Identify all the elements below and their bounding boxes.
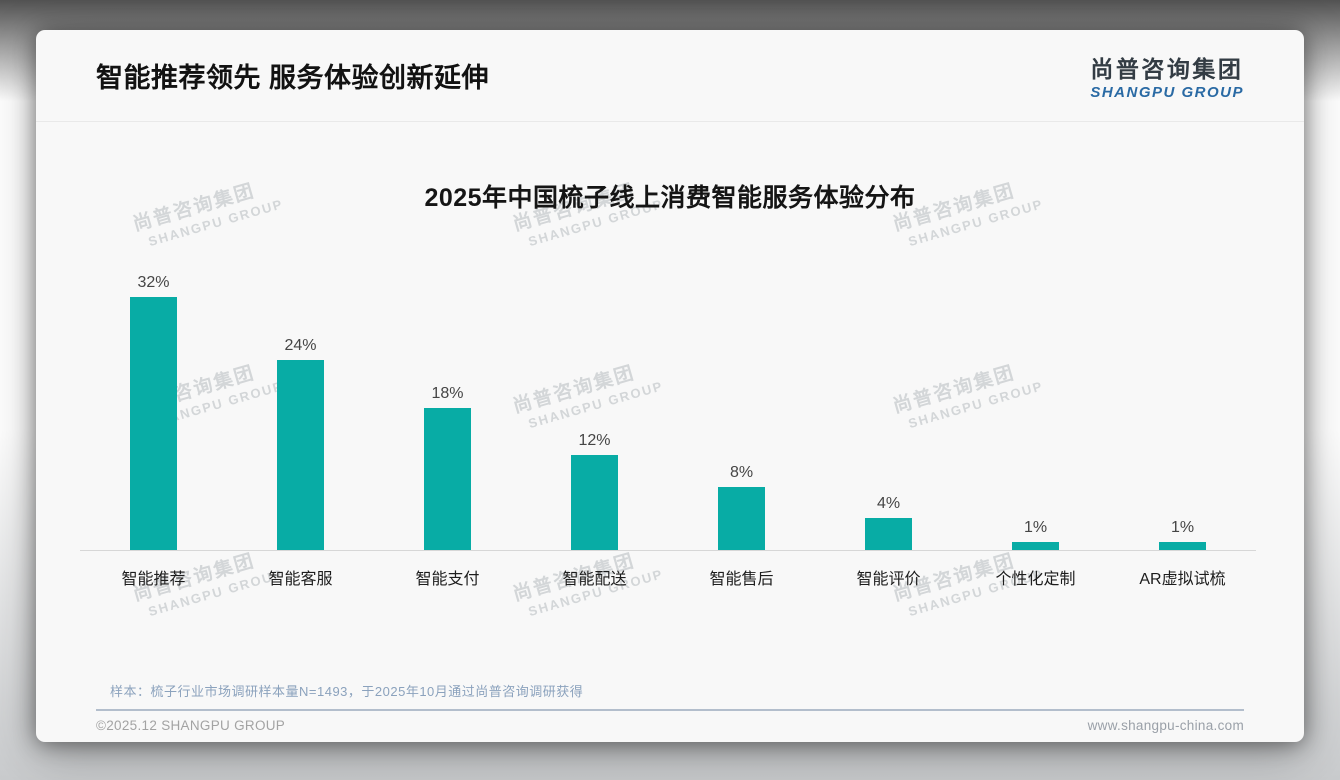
plot-area: 32% 24% 18% 12% 8% 4% 1% 1% [80, 269, 1256, 551]
bar-column: 1% [962, 519, 1109, 550]
website-url: www.shangpu-china.com [1087, 718, 1244, 733]
bar-个性化定制[interactable] [1012, 542, 1059, 550]
card-header: 智能推荐领先 服务体验创新延伸 尚普咨询集团 SHANGPU GROUP [36, 30, 1304, 122]
bar-value-label: 4% [876, 495, 901, 512]
bar-column: 1% [1109, 519, 1256, 550]
copyright-text: ©2025.12 SHANGPU GROUP [96, 718, 286, 733]
bar-column: 18% [374, 385, 521, 550]
page-title: 智能推荐领先 服务体验创新延伸 [96, 63, 490, 93]
category-labels: 智能推荐 智能客服 智能支付 智能配送 智能售后 智能评价 个性化定制 AR虚拟试梳 [80, 552, 1256, 589]
logo-english-text: SHANGPU GROUP [1090, 84, 1244, 101]
company-logo: 尚普咨询集团 SHANGPU GROUP [1090, 50, 1244, 101]
bar-智能售后[interactable] [718, 487, 765, 550]
category-label: 智能售后 [709, 571, 774, 588]
bar-value-label: 18% [431, 385, 464, 402]
footer-divider [96, 709, 1244, 711]
chart-title: 2025年中国梳子线上消费智能服务体验分布 [424, 184, 916, 212]
bar-value-label: 12% [578, 432, 611, 449]
category-label: 智能客服 [268, 571, 333, 588]
bar-value-label: 24% [284, 337, 317, 354]
category-label: 智能支付 [415, 571, 480, 588]
sample-footnote: 样本：梳子行业市场调研样本量N=1493，于2025年10月通过尚普咨询调研获得 [110, 684, 584, 699]
bar-智能推荐[interactable] [130, 297, 177, 550]
bar-智能客服[interactable] [277, 360, 324, 550]
bar-column: 32% [80, 274, 227, 550]
category-label: 个性化定制 [995, 571, 1076, 588]
logo-chinese-text: 尚普咨询集团 [1090, 56, 1244, 82]
bar-value-label: 1% [1023, 519, 1048, 536]
bar-智能支付[interactable] [424, 408, 471, 550]
category-label: 智能评价 [856, 571, 921, 588]
category-label: AR虚拟试梳 [1139, 571, 1226, 588]
bar-value-label: 32% [137, 274, 170, 291]
card-footer: ©2025.12 SHANGPU GROUP www.shangpu-china… [96, 718, 1244, 733]
bar-column: 4% [815, 495, 962, 550]
category-label: 智能配送 [562, 571, 627, 588]
category-label: 智能推荐 [121, 571, 186, 588]
bar-value-label: 1% [1170, 519, 1195, 536]
bar-AR虚拟试梳[interactable] [1159, 542, 1206, 550]
bar-智能评价[interactable] [865, 518, 912, 550]
bar-column: 24% [227, 337, 374, 550]
slide-card: 尚普咨询集团 SHANGPU GROUP 尚普咨询集团 SHANGPU GROUP 尚普… [36, 30, 1304, 742]
bar-智能配送[interactable] [571, 455, 618, 550]
bar-column: 12% [521, 432, 668, 550]
bar-column: 8% [668, 464, 815, 550]
bar-value-label: 8% [729, 464, 754, 481]
